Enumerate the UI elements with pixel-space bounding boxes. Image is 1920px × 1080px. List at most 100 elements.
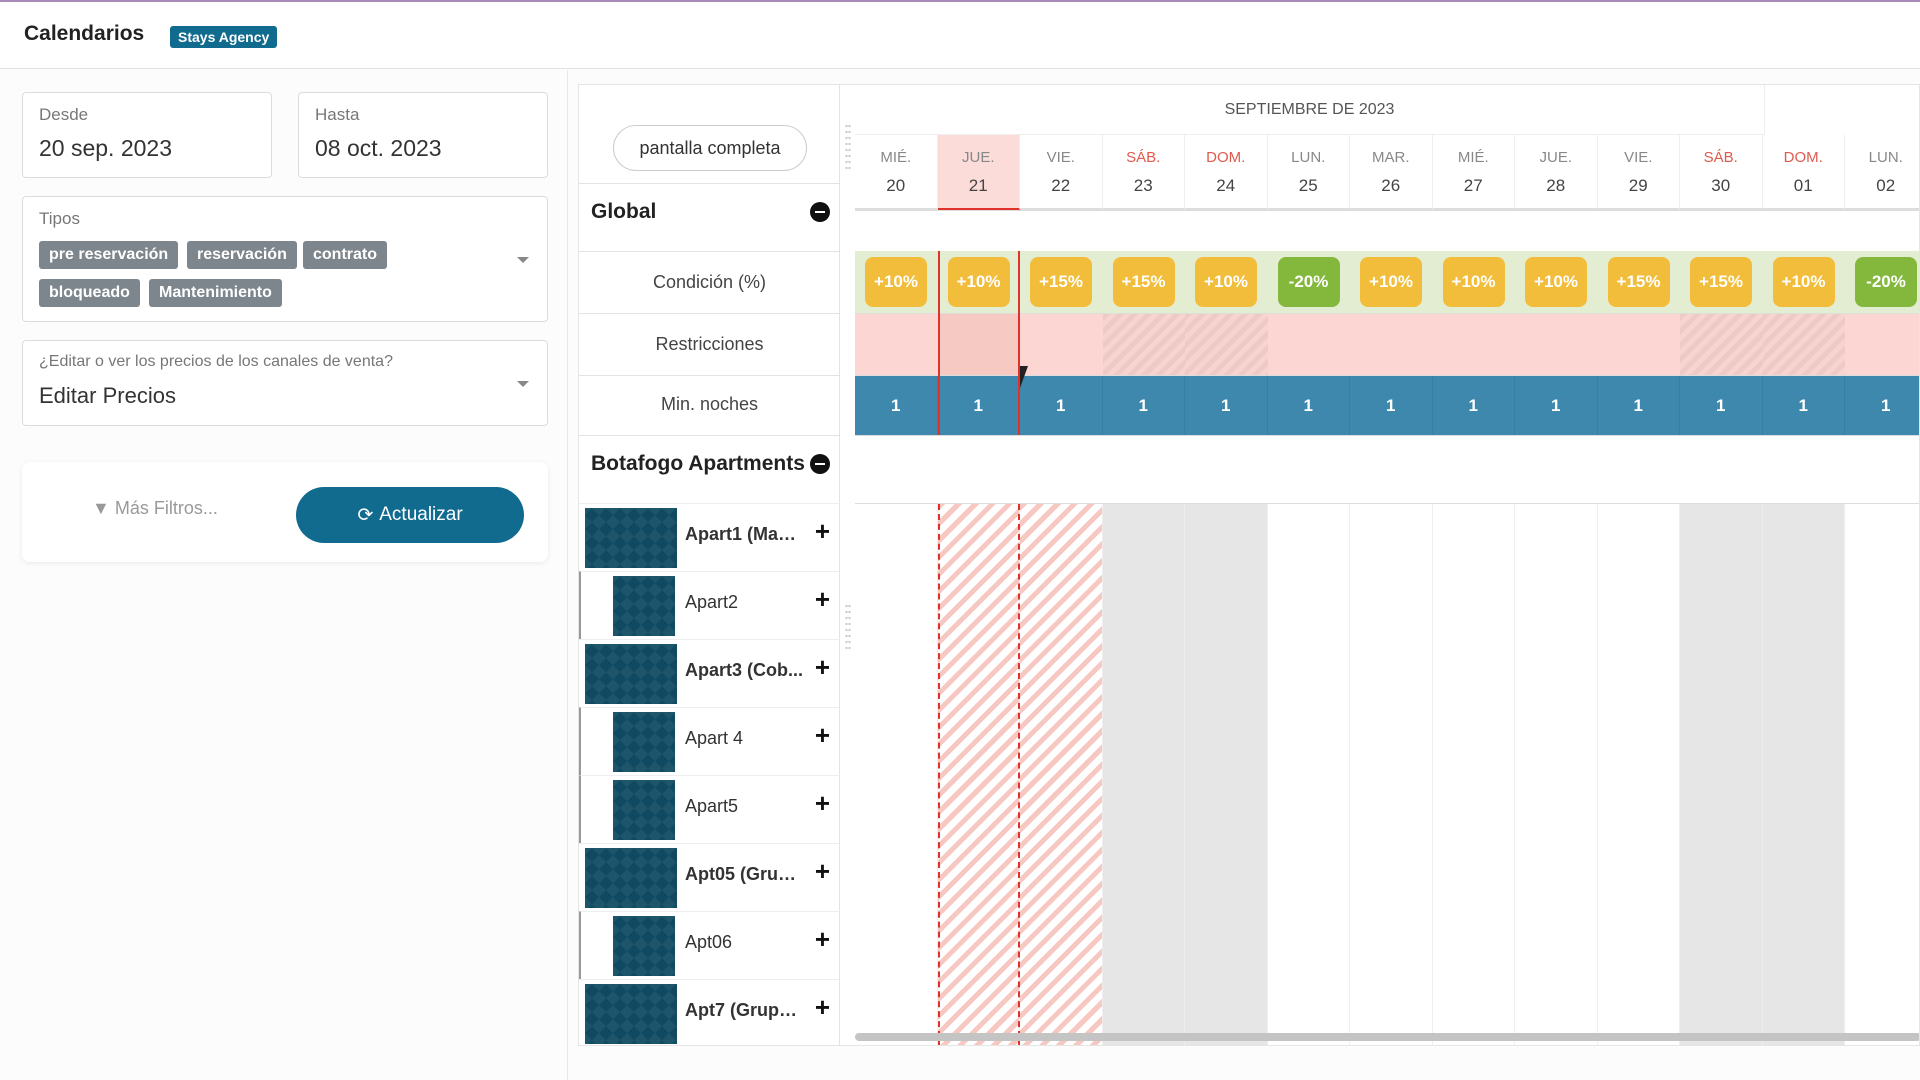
- condition-cell[interactable]: +10%: [1762, 251, 1845, 313]
- availability-column[interactable]: [1845, 504, 1919, 1045]
- restriction-cell[interactable]: [1020, 314, 1103, 375]
- availability-column[interactable]: [1597, 504, 1680, 1045]
- day-header[interactable]: VIE. 29: [1597, 135, 1680, 210]
- condition-cell[interactable]: +10%: [1515, 251, 1598, 313]
- availability-column[interactable]: [1762, 504, 1845, 1045]
- condition-cell[interactable]: +10%: [855, 251, 938, 313]
- unit-row[interactable]: Apt7 (Grupo... +: [579, 979, 840, 1045]
- collapse-icon[interactable]: [810, 202, 830, 222]
- min-nights-cell[interactable]: 1: [1845, 376, 1919, 435]
- day-header[interactable]: JUE. 21: [937, 135, 1020, 210]
- type-chip[interactable]: Mantenimiento: [149, 279, 282, 307]
- add-icon[interactable]: +: [814, 720, 830, 750]
- min-nights-cell[interactable]: 1: [1102, 376, 1185, 435]
- collapse-icon[interactable]: [810, 454, 830, 474]
- day-header[interactable]: LUN. 02: [1845, 135, 1919, 210]
- type-chip[interactable]: pre reservación: [39, 241, 179, 269]
- restriction-cell[interactable]: [937, 314, 1020, 375]
- condition-cell[interactable]: +10%: [1185, 251, 1268, 313]
- availability-column[interactable]: [1185, 504, 1268, 1045]
- fullscreen-button[interactable]: pantalla completa: [613, 125, 807, 171]
- chevron-down-icon[interactable]: [517, 257, 529, 263]
- add-icon[interactable]: +: [814, 652, 830, 682]
- availability-column[interactable]: [1102, 504, 1185, 1045]
- restriction-cell[interactable]: [1680, 314, 1763, 375]
- restriction-cell[interactable]: [1762, 314, 1845, 375]
- restriction-cell[interactable]: [1432, 314, 1515, 375]
- min-nights-cell[interactable]: 1: [1762, 376, 1845, 435]
- unit-row[interactable]: Apart5 +: [579, 775, 840, 843]
- availability-column[interactable]: [1350, 504, 1433, 1045]
- availability-column[interactable]: [1432, 504, 1515, 1045]
- condition-cell[interactable]: +10%: [937, 251, 1020, 313]
- restriction-cell[interactable]: [1267, 314, 1350, 375]
- availability-column[interactable]: [1680, 504, 1763, 1045]
- restriction-cell[interactable]: [1845, 314, 1919, 375]
- prices-select[interactable]: ¿Editar o ver los precios de los canales…: [22, 340, 548, 426]
- from-date-field[interactable]: Desde 20 sep. 2023: [22, 92, 272, 178]
- unit-row[interactable]: Apart 4 +: [579, 707, 840, 775]
- chevron-down-icon[interactable]: [517, 381, 529, 387]
- min-nights-cell[interactable]: 1: [1680, 376, 1763, 435]
- min-nights-cell[interactable]: 1: [1350, 376, 1433, 435]
- horizontal-scrollbar[interactable]: [855, 1033, 1919, 1041]
- day-header[interactable]: LUN. 25: [1267, 135, 1350, 210]
- unit-row[interactable]: Apart1 (Mas... +: [579, 503, 840, 571]
- min-nights-cell[interactable]: 1: [1597, 376, 1680, 435]
- condition-cell[interactable]: +15%: [1102, 251, 1185, 313]
- condition-cell[interactable]: -20%: [1267, 251, 1350, 313]
- min-nights-cell[interactable]: 1: [1267, 376, 1350, 435]
- unit-row[interactable]: Apt05 (Grup... +: [579, 843, 840, 911]
- availability-column[interactable]: [855, 504, 938, 1045]
- min-nights-cell[interactable]: 1: [855, 376, 938, 435]
- min-nights-cell[interactable]: 1: [1432, 376, 1515, 435]
- add-icon[interactable]: +: [814, 924, 830, 954]
- min-nights-cell[interactable]: 1: [1020, 376, 1103, 435]
- min-nights-cell[interactable]: 1: [937, 376, 1020, 435]
- resize-handle[interactable]: [845, 123, 851, 171]
- day-header[interactable]: MIÉ. 27: [1432, 135, 1515, 210]
- add-icon[interactable]: +: [814, 516, 830, 546]
- restriction-cell[interactable]: [1102, 314, 1185, 375]
- day-header[interactable]: JUE. 28: [1515, 135, 1598, 210]
- condition-cell[interactable]: -20%: [1845, 251, 1919, 313]
- condition-cell[interactable]: +15%: [1597, 251, 1680, 313]
- restriction-cell[interactable]: [1350, 314, 1433, 375]
- type-chip[interactable]: bloqueado: [39, 279, 140, 307]
- condition-cell[interactable]: +10%: [1350, 251, 1433, 313]
- day-header[interactable]: MAR. 26: [1350, 135, 1433, 210]
- availability-column[interactable]: [1020, 504, 1103, 1045]
- restriction-cell[interactable]: [1185, 314, 1268, 375]
- day-header[interactable]: DOM. 01: [1762, 135, 1845, 210]
- condition-cell[interactable]: +15%: [1680, 251, 1763, 313]
- resize-handle[interactable]: [845, 603, 851, 651]
- condition-cell[interactable]: +15%: [1020, 251, 1103, 313]
- day-header[interactable]: DOM. 24: [1185, 135, 1268, 210]
- day-header[interactable]: SÁB. 30: [1680, 135, 1763, 210]
- day-header[interactable]: SÁB. 23: [1102, 135, 1185, 210]
- availability-column[interactable]: [937, 504, 1020, 1045]
- unit-row[interactable]: Apart2 +: [579, 571, 840, 639]
- day-header[interactable]: VIE. 22: [1020, 135, 1103, 210]
- day-header[interactable]: MIÉ. 20: [855, 135, 938, 210]
- availability-column[interactable]: [1267, 504, 1350, 1045]
- min-nights-cell[interactable]: 1: [1185, 376, 1268, 435]
- restriction-cell[interactable]: [1515, 314, 1598, 375]
- update-button[interactable]: ⟳ Actualizar: [296, 487, 524, 543]
- min-nights-cell[interactable]: 1: [1515, 376, 1598, 435]
- restriction-cell[interactable]: [1597, 314, 1680, 375]
- unit-row[interactable]: Apt06 +: [579, 911, 840, 979]
- add-icon[interactable]: +: [814, 856, 830, 886]
- unit-row[interactable]: Apart3 (Cob... +: [579, 639, 840, 707]
- restriction-cell[interactable]: [855, 314, 938, 375]
- condition-cell[interactable]: +10%: [1432, 251, 1515, 313]
- type-chip[interactable]: reservación: [187, 241, 297, 269]
- to-date-field[interactable]: Hasta 08 oct. 2023: [298, 92, 548, 178]
- add-icon[interactable]: +: [814, 992, 830, 1022]
- add-icon[interactable]: +: [814, 788, 830, 818]
- types-select[interactable]: Tipos pre reservación reservación contra…: [22, 196, 548, 322]
- type-chip[interactable]: contrato: [303, 241, 387, 269]
- add-icon[interactable]: +: [814, 584, 830, 614]
- availability-column[interactable]: [1515, 504, 1598, 1045]
- more-filters-button[interactable]: ▼ Más Filtros...: [92, 498, 218, 519]
